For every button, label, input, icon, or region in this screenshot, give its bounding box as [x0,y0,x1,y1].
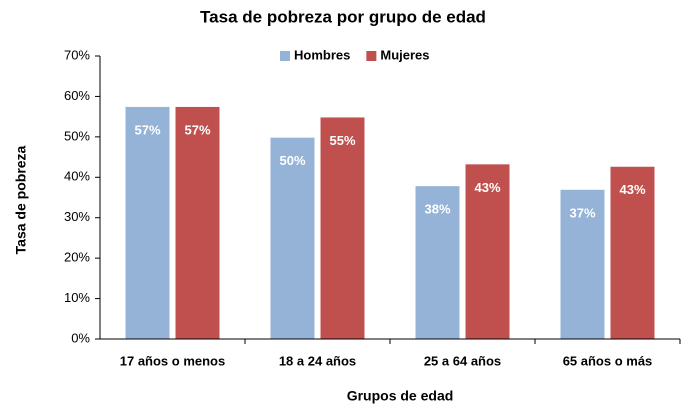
data-label: 37% [569,205,595,220]
y-axis-title: Tasa de pobreza [13,145,29,254]
x-tick-label: 18 a 24 años [279,353,356,368]
legend-label: Hombres [294,47,350,62]
chart-title: Tasa de pobreza por grupo de edad [200,7,486,26]
bar [125,106,170,339]
data-label: 55% [329,133,355,148]
data-label: 57% [134,122,160,137]
x-tick-label: 17 años o menos [120,353,225,368]
legend-swatch [280,51,290,61]
bar [465,164,510,339]
bar [320,117,365,339]
legend-label: Mujeres [380,47,429,62]
data-label: 38% [424,202,450,217]
data-label: 57% [184,122,210,137]
y-tick-label: 30% [64,209,90,224]
y-tick-label: 10% [64,290,90,305]
bar [175,106,220,339]
legend-swatch [366,51,377,61]
data-label: 43% [619,182,645,197]
bar [270,137,315,339]
y-tick-label: 50% [64,128,90,143]
bar [610,166,655,339]
y-tick-label: 20% [64,250,90,265]
y-tick-label: 60% [64,88,90,103]
data-label: 50% [279,153,305,168]
x-axis-title: Grupos de edad [347,388,454,404]
data-label: 43% [474,180,500,195]
x-tick-label: 65 años o más [563,353,653,368]
bar [560,189,605,339]
y-tick-label: 70% [64,47,90,62]
x-tick-label: 25 a 64 años [424,353,501,368]
y-tick-label: 0% [71,330,90,345]
y-tick-label: 40% [64,169,90,184]
bar [415,186,460,339]
